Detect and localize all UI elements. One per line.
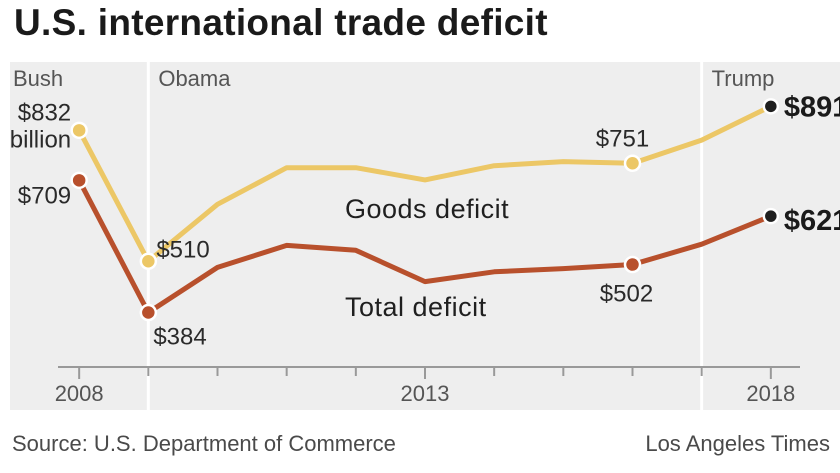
goods-deficit-point [70, 121, 88, 140]
total-deficit-value-label: $502 [600, 281, 653, 308]
total-deficit-series-label: Total deficit [345, 292, 487, 322]
x-tick-label: 2008 [55, 381, 104, 406]
source-note: Source: U.S. Department of Commerce [12, 431, 396, 456]
x-tick-label: 2013 [401, 381, 450, 406]
goods-deficit-value-label: $510 [156, 236, 209, 263]
goods-deficit-value-label: $891 [784, 91, 840, 123]
total-deficit-point [623, 255, 642, 274]
total-deficit-value-label: $709 [18, 182, 71, 209]
credit-label: Los Angeles Times [645, 431, 830, 456]
total-deficit-value-label: $384 [153, 324, 206, 351]
goods-deficit-unit-label: billion [10, 126, 71, 153]
total-deficit-point [70, 171, 88, 190]
x-tick-label: 2018 [746, 381, 795, 406]
total-deficit-point [762, 207, 780, 225]
era-label-obama: Obama [158, 66, 231, 91]
total-deficit-point [139, 303, 158, 322]
goods-deficit-point [762, 98, 780, 115]
total-deficit-value-label: $621 [784, 205, 840, 237]
total-deficit-line [76, 177, 774, 315]
goods-deficit-point [139, 252, 158, 271]
goods-deficit-point [623, 154, 642, 173]
goods-deficit-series-label: Goods deficit [345, 194, 509, 224]
goods-deficit-value-label: $751 [596, 125, 649, 152]
era-label-trump: Trump [712, 66, 775, 91]
chart-title: U.S. international trade deficit [14, 2, 548, 43]
era-label-bush: Bush [13, 66, 63, 91]
goods-deficit-value-label: $832 [18, 99, 71, 126]
goods-deficit-line [76, 103, 774, 264]
